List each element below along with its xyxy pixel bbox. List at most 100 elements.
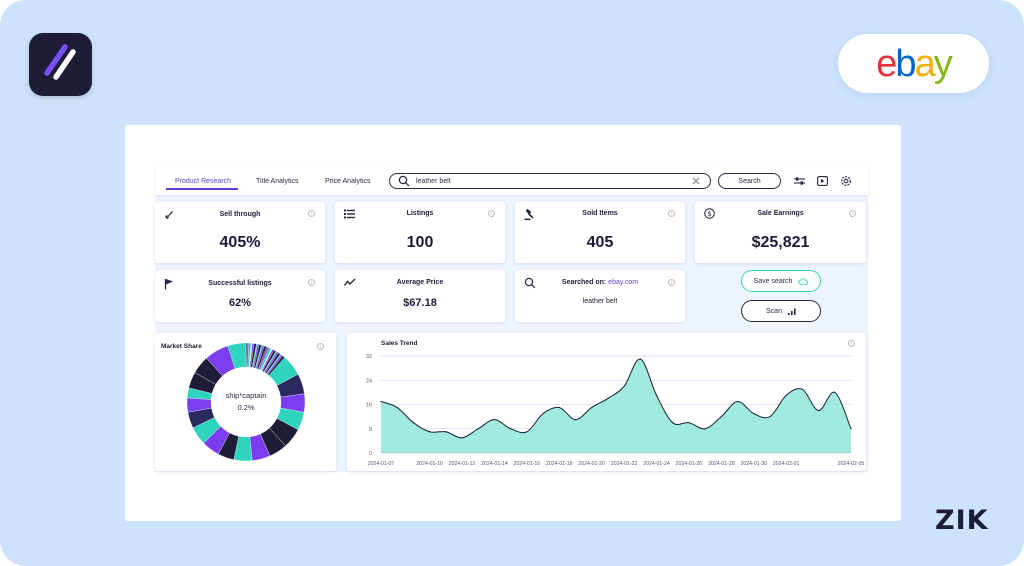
data-point [542, 412, 544, 415]
successful-listings-value: 62% [228, 297, 252, 309]
x-tick-label: 2024-01-26 [676, 461, 703, 467]
info-icon[interactable]: i [308, 210, 315, 217]
data-point [704, 428, 706, 430]
data-point [753, 412, 755, 415]
data-point [639, 358, 641, 360]
x-tick-label: 2024-01-20 [578, 461, 605, 467]
sale-earnings-label: Sale Earnings [757, 210, 804, 217]
x-tick-label: 2024-01-10 [416, 461, 443, 467]
data-point [607, 397, 609, 400]
donut-center-name: ship*captain [225, 391, 267, 400]
sale-earnings-value: $25,821 [751, 234, 810, 251]
data-point [461, 437, 463, 439]
data-point [688, 422, 690, 424]
play-icon[interactable] [817, 176, 828, 186]
save-search-button[interactable]: Save search [741, 270, 821, 292]
data-point [526, 431, 528, 433]
list-icon [344, 209, 355, 219]
data-point [558, 406, 560, 409]
card-listings: Listings 100 i [335, 202, 505, 263]
searched-on-label: Searched on: [561, 279, 607, 286]
info-icon[interactable]: i [848, 340, 855, 347]
data-point [817, 409, 820, 412]
search-button[interactable]: Search [718, 173, 781, 189]
info-icon[interactable]: i [308, 279, 315, 286]
searched-on-site-link[interactable]: ebay.com [608, 279, 639, 286]
info-icon[interactable]: i [849, 210, 856, 217]
searched-on-value: leather belt [582, 298, 618, 305]
search-icon [524, 277, 536, 289]
info-icon[interactable]: i [668, 210, 675, 217]
tab-price-analytics[interactable]: Price Analytics [325, 178, 371, 185]
card-sell-through: Sell through 405% i [155, 202, 325, 263]
zik-logo: ZIK [935, 505, 989, 536]
searched-on-heading: Searched on: ebay.com [515, 279, 685, 286]
search-query: leather belt [416, 178, 451, 185]
x-tick-label: 2024-01-18 [546, 461, 573, 467]
sales-area [381, 358, 851, 453]
card-average-price: Average Price $67.18 [335, 270, 505, 322]
gavel-icon [524, 209, 534, 221]
market-share-donut [186, 342, 306, 462]
x-tick-label: 2024-01-16 [514, 461, 541, 467]
sell-through-label: Sell through [219, 211, 261, 218]
tab-product-research[interactable]: Product Research [175, 178, 232, 185]
card-successful-listings: Successful listings 62% i [155, 270, 325, 322]
y-tick-label: 0 [369, 451, 372, 457]
gear-icon[interactable] [840, 175, 852, 187]
data-point [672, 422, 674, 424]
card-sale-earnings: $ Sale Earnings $25,821 i [695, 202, 866, 263]
info-icon[interactable]: i [488, 210, 495, 217]
data-point [429, 431, 431, 433]
data-point [769, 416, 771, 418]
active-tab-indicator [166, 188, 238, 190]
scan-label: Scan [766, 307, 782, 315]
x-tick-label: 2024-01-07 [368, 461, 395, 467]
y-tick-label: 24 [366, 378, 372, 384]
y-tick-label: 16 [366, 403, 372, 409]
x-tick-label: 2024-02-05 [838, 461, 865, 467]
signal-icon [787, 308, 796, 315]
data-point [574, 419, 577, 421]
rocket-icon [165, 211, 173, 219]
sales-trend-title: Sales Trend [381, 340, 418, 347]
card-searched-on: Searched on: ebay.com leather belt i [515, 270, 685, 322]
sell-through-value: 405% [219, 234, 261, 251]
svg-text:$: $ [707, 210, 711, 218]
y-tick-label: 8 [369, 427, 372, 433]
data-point [396, 406, 398, 409]
card-sold-items: Sold Items 405 i [515, 202, 685, 263]
save-search-label: Save search [753, 277, 793, 285]
donut-center-value: 0.2% [237, 403, 255, 412]
data-point [801, 388, 803, 390]
data-point [445, 431, 447, 433]
successful-listings-label: Successful listings [208, 280, 272, 287]
x-tick-label: 2024-01-30 [740, 461, 767, 467]
sliders-icon[interactable] [794, 176, 805, 186]
search-input[interactable] [389, 173, 711, 189]
data-point [720, 416, 722, 418]
dollar-icon: $ [704, 208, 715, 219]
card-market-share: Market Share i ship*captain 0.2% [155, 333, 336, 471]
search-icon [398, 175, 410, 187]
market-share-title: Market Share [161, 343, 202, 350]
data-point [477, 428, 479, 430]
data-point [412, 422, 415, 424]
info-icon[interactable]: i [317, 343, 324, 350]
x-tick-label: 2024-01-12 [449, 461, 476, 467]
y-tick-label: 32 [366, 354, 372, 360]
data-point [510, 428, 512, 430]
data-point [785, 394, 787, 397]
tab-title-analytics[interactable]: Title Analytics [256, 178, 299, 185]
trend-icon [344, 278, 356, 286]
sales-line [380, 358, 852, 439]
data-point [655, 394, 658, 397]
info-icon[interactable]: i [668, 279, 675, 286]
ebay-logo: ebay [876, 42, 952, 85]
clear-icon[interactable] [692, 177, 700, 185]
data-point [493, 419, 496, 421]
scan-button[interactable]: Scan [741, 300, 821, 322]
listings-label: Listings [406, 210, 434, 217]
app-logo-icon [29, 33, 92, 96]
